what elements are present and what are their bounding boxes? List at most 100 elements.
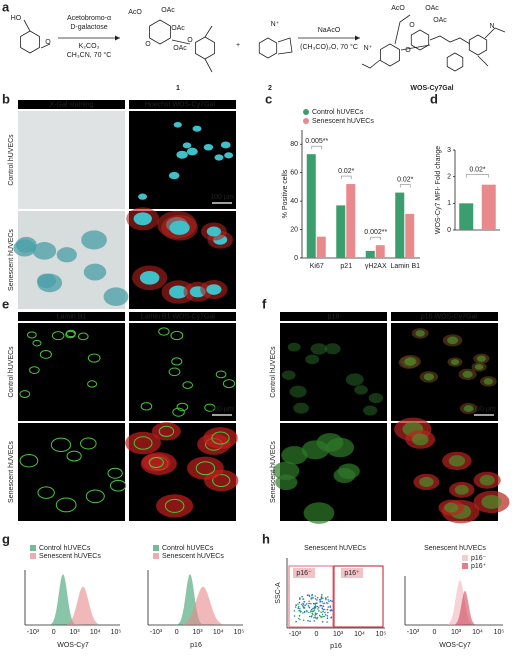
cytoplasm: [125, 431, 161, 455]
panel-label: a: [2, 0, 10, 14]
atom-label: O: [187, 37, 193, 44]
legend-marker: [462, 563, 468, 569]
event: [321, 593, 323, 596]
nucleus: [444, 502, 459, 513]
event: [313, 620, 316, 622]
nucleus: [195, 461, 216, 476]
nucleus: [148, 457, 164, 469]
event: [310, 616, 313, 618]
line: [204, 25, 213, 38]
x-tick-label: 10³: [69, 629, 80, 636]
x-axis-label: WOS-Cy7: [439, 642, 471, 649]
panel-label: g: [2, 531, 10, 546]
event: [311, 612, 314, 615]
event: [310, 602, 312, 605]
micrograph: [280, 323, 387, 421]
event: [329, 605, 332, 607]
header: WOS-Cy7Gal: [173, 313, 216, 320]
cell: [81, 230, 107, 250]
event: [322, 621, 324, 623]
cell: [305, 354, 320, 365]
micrograph: [125, 422, 239, 521]
line: [40, 43, 51, 49]
cell: [13, 239, 37, 257]
event: [322, 608, 325, 611]
y-tick-label: 2: [447, 174, 451, 181]
y-tick-label: 20: [290, 226, 298, 233]
image-bg: [18, 323, 125, 421]
nucleus: [211, 431, 230, 445]
nucleus: [170, 330, 184, 341]
legend-marker: [303, 118, 309, 124]
event: [318, 614, 321, 617]
histogram: [67, 586, 99, 625]
y-axis-label: SSC-A: [275, 582, 282, 604]
nucleus: [182, 381, 194, 389]
event: [318, 606, 320, 609]
micrograph: [126, 207, 236, 309]
atom-label: OAc: [433, 17, 447, 24]
micrograph: [18, 111, 125, 209]
nucleus: [450, 359, 460, 365]
event: [323, 615, 326, 618]
x-axis-label: p16: [190, 642, 202, 649]
event: [315, 613, 318, 615]
x-tick-label: -10³: [289, 631, 302, 638]
row-label: Control hUVECs: [8, 346, 15, 398]
event: [316, 605, 319, 608]
event: [330, 617, 332, 619]
nucleus: [77, 332, 89, 341]
cell: [37, 273, 63, 293]
event: [297, 607, 300, 609]
event: [325, 597, 327, 600]
event: [313, 617, 315, 619]
event: [298, 615, 301, 617]
event: [325, 598, 327, 601]
event: [304, 604, 306, 607]
cell: [275, 474, 298, 491]
event: [295, 620, 297, 623]
nucleus: [462, 370, 473, 378]
panel-label: d: [430, 91, 438, 106]
bracket: [311, 145, 323, 150]
nucleus: [203, 143, 214, 151]
cell: [354, 385, 368, 395]
event: [326, 621, 328, 623]
label: 1: [176, 85, 180, 92]
atom-label: N⁺: [271, 21, 280, 28]
row-label: Control hUVECs: [8, 134, 15, 186]
row-label: Senescent hUVECs: [8, 441, 15, 503]
nucleus: [186, 147, 198, 156]
nucleus: [206, 284, 222, 295]
cell: [368, 392, 384, 404]
y-tick-label: 0: [447, 227, 451, 234]
event: [322, 615, 324, 618]
event: [312, 597, 315, 599]
header-bar: [391, 312, 498, 321]
atom-label: O: [405, 47, 411, 54]
chain: [477, 27, 506, 67]
event: [316, 597, 319, 599]
x-tick-label: 0: [52, 629, 56, 636]
micrograph: [391, 323, 498, 421]
x-tick-label: p21: [340, 263, 352, 270]
scale-bar: 100 µm: [472, 406, 496, 413]
event: [319, 600, 322, 603]
nucleus: [463, 405, 474, 412]
x-tick-label: γH2AX: [365, 263, 387, 270]
chain: [361, 14, 411, 69]
header: Hoechst: [145, 101, 171, 108]
event: [324, 611, 326, 614]
cell: [303, 502, 335, 524]
event: [327, 596, 329, 598]
event: [308, 595, 311, 597]
bracket: [399, 184, 411, 188]
panel-label: f: [262, 296, 267, 311]
x-tick-label: 10⁵: [376, 631, 387, 638]
nucleus: [483, 378, 494, 385]
ring: [258, 37, 278, 59]
gate: [288, 565, 334, 628]
nucleus: [139, 270, 160, 285]
image-bg: [18, 111, 125, 209]
